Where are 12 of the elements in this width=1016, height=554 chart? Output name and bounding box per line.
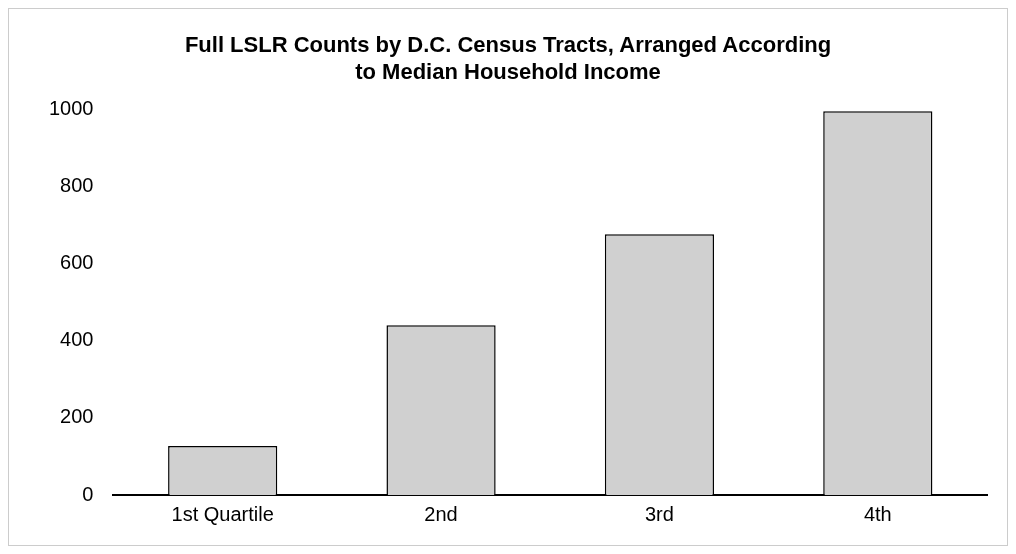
y-tick-label: 200: [60, 405, 94, 428]
y-tick-label: 0: [82, 482, 94, 505]
text: Full LSLR Counts by D.C. Census Tracts, Arranged According: [184, 32, 832, 58]
y-tick-label: 800: [60, 174, 94, 197]
x-tick-label: 4th: [863, 502, 892, 525]
x-tick-label: 2nd: [424, 502, 458, 525]
y-tick-label: 400: [60, 328, 94, 351]
y-tick-label: 600: [60, 251, 94, 274]
y-tick-label: 1000: [48, 97, 94, 120]
x-tick-label: 1st Quartile: [171, 502, 274, 525]
x-tick-label: 3rd: [644, 502, 674, 525]
text: to Median Household Income: [355, 58, 661, 84]
